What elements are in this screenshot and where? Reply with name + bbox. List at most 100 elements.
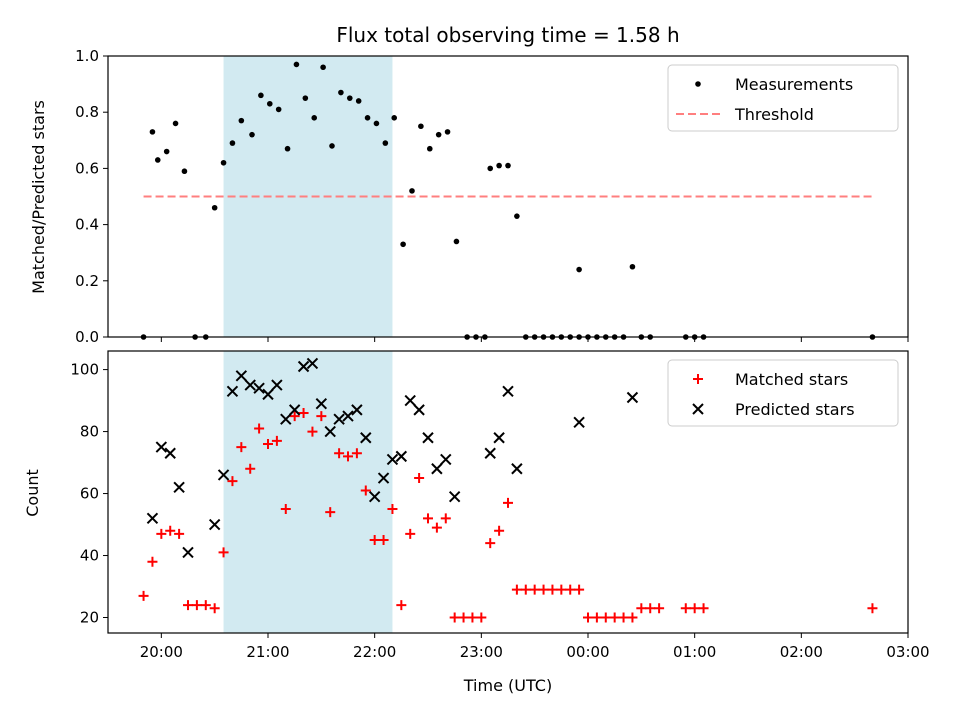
data-point xyxy=(262,388,274,401)
x-tick-label: 03:00 xyxy=(886,643,929,661)
data-point xyxy=(165,525,176,536)
y-tick-label: 20 xyxy=(80,609,99,627)
observing-window xyxy=(223,351,393,633)
legend-marker xyxy=(693,374,703,384)
data-point xyxy=(626,391,639,404)
legend-label: Predicted stars xyxy=(735,400,855,419)
data-point xyxy=(208,518,221,531)
data-point xyxy=(476,612,487,623)
data-point xyxy=(149,129,156,135)
legend-label: Matched stars xyxy=(735,370,848,389)
data-point xyxy=(182,546,194,559)
data-point xyxy=(387,504,398,515)
data-point xyxy=(629,263,636,270)
legend-marker xyxy=(695,81,701,87)
data-point xyxy=(573,416,585,428)
data-point xyxy=(271,435,282,446)
data-point xyxy=(431,463,443,475)
data-point xyxy=(414,473,425,484)
data-point xyxy=(431,522,442,533)
plot-frame xyxy=(107,55,909,338)
data-point xyxy=(244,379,256,391)
data-point xyxy=(254,423,265,434)
y-tick-label: 80 xyxy=(80,423,99,441)
data-point xyxy=(316,411,327,422)
data-point xyxy=(218,547,229,558)
data-point xyxy=(680,603,691,614)
data-point xyxy=(324,425,336,438)
data-point xyxy=(235,370,248,382)
data-point xyxy=(487,165,494,172)
data-point xyxy=(368,490,381,503)
series-matched-stars xyxy=(138,407,878,623)
data-point xyxy=(503,497,513,508)
data-point xyxy=(334,448,345,459)
data-point xyxy=(505,162,511,169)
data-point xyxy=(502,385,514,397)
y-tick-label: 0.2 xyxy=(75,272,99,290)
y-tick-label: 40 xyxy=(80,547,99,565)
data-point xyxy=(146,512,159,525)
data-point xyxy=(600,612,611,623)
data-point xyxy=(364,115,371,121)
data-point xyxy=(298,407,309,418)
data-point xyxy=(636,603,647,614)
data-point xyxy=(306,357,319,370)
x-tick-label: 02:00 xyxy=(780,643,823,661)
data-point xyxy=(315,397,328,410)
data-point xyxy=(576,266,582,273)
ratio-panel: 0.0 0.2 0.4 0.6 0.8 1.0 Measurements Threshold xyxy=(75,47,909,346)
x-tick-label: 20:00 xyxy=(140,643,183,661)
x-tick-label: 00:00 xyxy=(566,643,609,661)
data-point xyxy=(556,584,567,595)
data-point xyxy=(511,584,522,595)
x-tick-label: 01:00 xyxy=(673,643,716,661)
data-point xyxy=(583,612,593,623)
y-tick-label: 0.8 xyxy=(75,103,99,121)
data-point xyxy=(404,394,416,407)
data-point xyxy=(209,603,220,614)
data-point xyxy=(409,188,415,194)
legend-box xyxy=(667,359,899,427)
data-point xyxy=(253,382,265,394)
data-point xyxy=(654,603,665,614)
data-point xyxy=(280,413,292,425)
data-point xyxy=(238,117,245,124)
data-point xyxy=(591,612,602,623)
data-point xyxy=(386,453,399,466)
data-point xyxy=(147,556,158,567)
data-point xyxy=(342,410,354,422)
data-point xyxy=(229,140,236,146)
data-point xyxy=(435,131,442,138)
data-point xyxy=(698,603,709,614)
data-point xyxy=(351,404,363,416)
data-point xyxy=(418,123,424,130)
data-point xyxy=(284,145,291,152)
data-point xyxy=(333,413,345,425)
data-point xyxy=(226,385,239,397)
plot-frame xyxy=(107,350,909,634)
data-point xyxy=(266,100,273,107)
data-point xyxy=(173,481,185,494)
data-point xyxy=(493,432,505,444)
data-point xyxy=(297,360,310,373)
data-point xyxy=(520,584,531,595)
data-point xyxy=(440,513,451,524)
data-point xyxy=(325,507,336,518)
y-tick-label: 60 xyxy=(80,485,99,503)
data-point xyxy=(360,432,372,444)
x-tick-label: 22:00 xyxy=(353,643,396,661)
data-point xyxy=(288,404,301,416)
data-point xyxy=(378,535,389,546)
data-point xyxy=(320,64,326,71)
data-point xyxy=(453,238,460,245)
data-point xyxy=(645,603,656,614)
data-point xyxy=(369,535,380,546)
legend: Matched stars Predicted stars xyxy=(667,359,899,427)
data-point xyxy=(426,145,433,152)
data-point xyxy=(423,513,433,524)
data-point xyxy=(245,463,256,474)
data-point xyxy=(444,129,451,135)
data-point xyxy=(496,162,502,169)
y-tick-label: 0.6 xyxy=(75,159,99,177)
